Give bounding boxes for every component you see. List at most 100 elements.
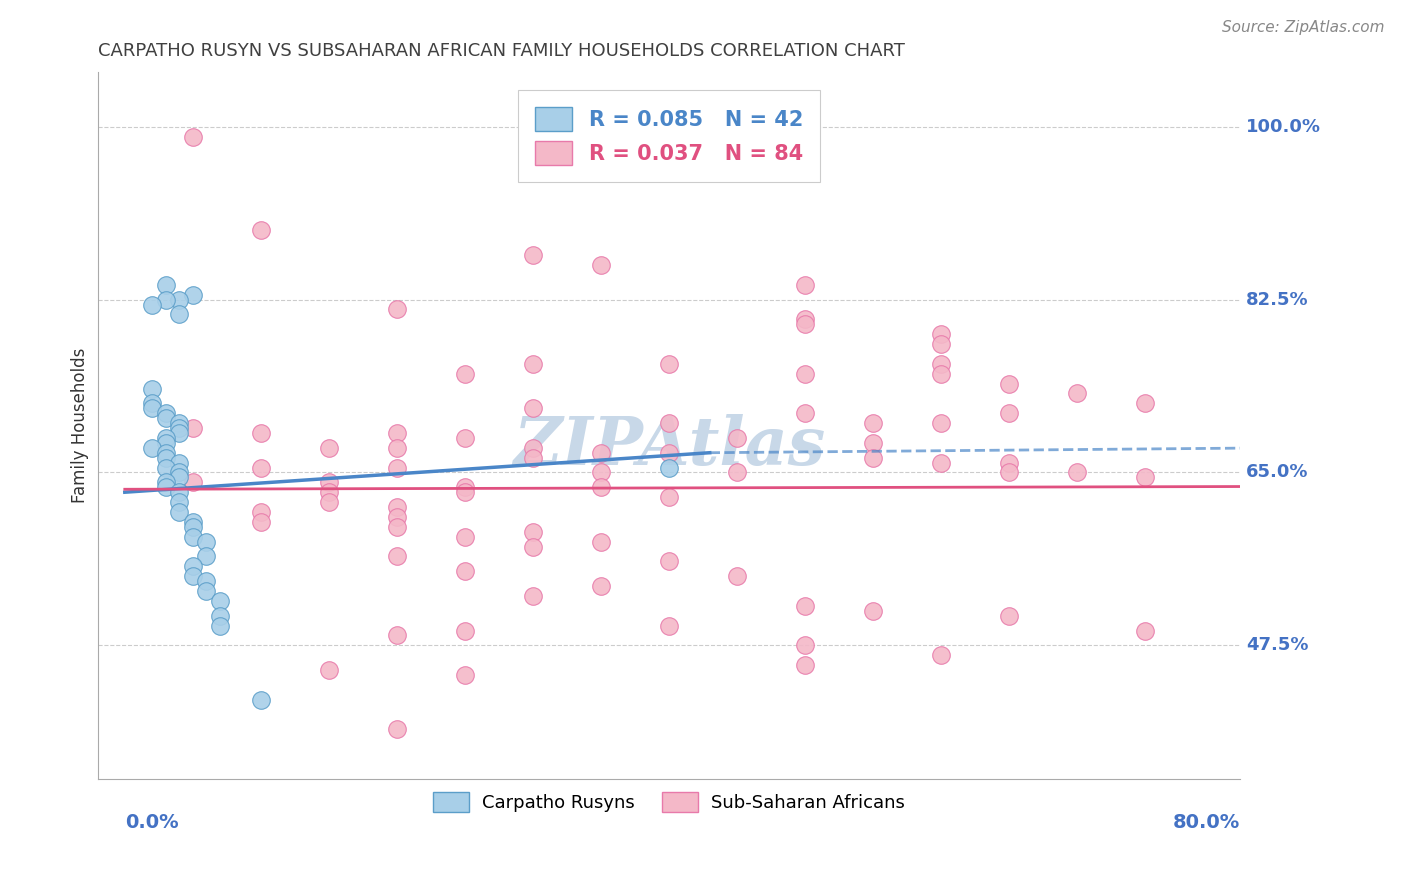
Point (167, 416, 190, 430)
Point (658, 357, 681, 371)
Point (167, 421, 190, 435)
Point (929, 357, 952, 371)
Point (167, 456, 190, 470)
Text: 100.0%: 100.0% (1246, 118, 1322, 136)
Point (725, 466, 748, 480)
Point (522, 540, 544, 554)
Point (658, 416, 681, 430)
Point (167, 293, 190, 307)
Point (589, 258, 612, 272)
Point (522, 450, 544, 465)
Point (155, 460, 177, 475)
Point (385, 628, 408, 642)
Point (181, 520, 204, 534)
Point (195, 549, 218, 564)
Point (794, 658, 817, 673)
Point (929, 416, 952, 430)
Point (1066, 466, 1088, 480)
Point (522, 357, 544, 371)
Point (998, 376, 1021, 391)
Point (454, 367, 477, 381)
Point (794, 599, 817, 613)
Point (589, 480, 612, 494)
Point (385, 520, 408, 534)
Point (589, 446, 612, 460)
Point (862, 416, 884, 430)
Point (208, 618, 231, 632)
Point (141, 401, 163, 416)
Point (141, 396, 163, 410)
Y-axis label: Family Households: Family Households (72, 348, 89, 503)
Point (195, 534, 218, 549)
Point (385, 723, 408, 737)
Point (589, 579, 612, 593)
Point (155, 450, 177, 465)
Point (155, 475, 177, 490)
Point (929, 337, 952, 351)
Point (318, 495, 340, 509)
Point (385, 460, 408, 475)
Point (208, 608, 231, 623)
Point (167, 307, 190, 321)
Point (862, 435, 884, 450)
Point (658, 618, 681, 632)
Text: 80.0%: 80.0% (1173, 814, 1240, 832)
Point (250, 692, 273, 706)
Point (658, 490, 681, 504)
Point (1066, 386, 1088, 401)
Point (195, 574, 218, 588)
Point (195, 584, 218, 599)
Point (167, 485, 190, 500)
Point (250, 460, 273, 475)
Point (998, 608, 1021, 623)
Point (658, 460, 681, 475)
Point (181, 559, 204, 574)
Point (167, 505, 190, 519)
Point (141, 441, 163, 455)
Point (181, 129, 204, 144)
Point (181, 530, 204, 544)
Point (658, 446, 681, 460)
Point (385, 441, 408, 455)
Point (250, 223, 273, 237)
Point (181, 475, 204, 490)
Point (794, 312, 817, 326)
Point (141, 382, 163, 396)
Point (155, 431, 177, 445)
Point (454, 485, 477, 500)
Point (385, 500, 408, 514)
Point (385, 510, 408, 524)
Point (454, 480, 477, 494)
Point (167, 495, 190, 509)
Point (167, 466, 190, 480)
Point (385, 549, 408, 564)
Point (522, 248, 544, 262)
Point (998, 406, 1021, 420)
Point (181, 515, 204, 529)
Point (181, 287, 204, 301)
Point (794, 638, 817, 652)
Point (725, 431, 748, 445)
Point (155, 446, 177, 460)
Point (589, 466, 612, 480)
Point (181, 421, 204, 435)
Point (522, 441, 544, 455)
Point (155, 411, 177, 425)
Point (155, 277, 177, 292)
Point (318, 441, 340, 455)
Point (794, 277, 817, 292)
Point (250, 515, 273, 529)
Point (862, 450, 884, 465)
Point (250, 425, 273, 440)
Point (862, 604, 884, 618)
Text: 82.5%: 82.5% (1246, 291, 1309, 309)
Text: Source: ZipAtlas.com: Source: ZipAtlas.com (1222, 20, 1385, 35)
Point (522, 524, 544, 539)
Text: 47.5%: 47.5% (1246, 636, 1309, 655)
Text: 0.0%: 0.0% (125, 814, 179, 832)
Point (318, 475, 340, 490)
Point (929, 367, 952, 381)
Point (929, 327, 952, 342)
Point (1133, 396, 1156, 410)
Point (1133, 624, 1156, 638)
